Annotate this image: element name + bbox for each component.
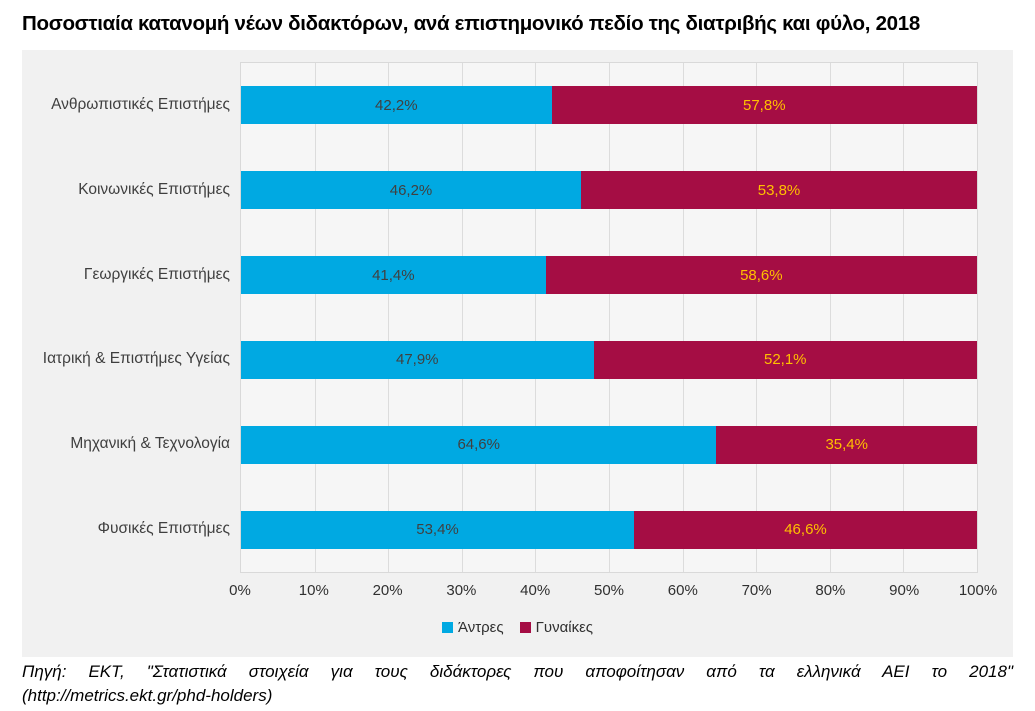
category-label: Κοινωνικές Επιστήμες (78, 180, 230, 198)
bar-segment-men: 41,4% (241, 256, 546, 295)
x-tick-label: 40% (520, 582, 551, 599)
category-label: Μηχανική & Τεχνολογία (70, 435, 230, 453)
bar-value-label: 46,6% (784, 521, 827, 539)
bar-row: 41,4% 58,6% (241, 256, 977, 295)
category-label: Γεωργικές Επιστήμες (83, 265, 230, 283)
bar-value-label: 47,9% (395, 351, 439, 369)
bar-segment-men: 46,2% (241, 171, 582, 210)
bar-value-label: 53,8% (757, 181, 801, 199)
legend-swatch-women (519, 622, 531, 633)
legend-item-men: Άντρες (441, 619, 504, 636)
gridline (388, 63, 390, 572)
bar-segment-women: 53,8% (581, 171, 977, 210)
bar-value-label: 35,4% (825, 436, 868, 454)
bar-value-label: 57,8% (743, 96, 786, 114)
bar-value-label: 42,2% (375, 96, 418, 114)
x-tick-label: 90% (889, 582, 920, 599)
plot-area: 42,2% 57,8% 46,2% 53,8% 41,4% 58,6% 47,9% 52,1%… (240, 62, 978, 573)
bar-segment-women: 52,1% (593, 340, 977, 379)
bar-value-label: 52,1% (763, 351, 807, 369)
bar-value-label: 41,4% (372, 266, 415, 284)
gridline (461, 63, 463, 572)
chart-title: Ποσοστιαία κατανομή νέων διδακτόρων, ανά… (22, 12, 920, 35)
x-axis: 0% 10% 20% 30% 40% 50% 60% 70% 80% 90% 100% (229, 582, 997, 602)
category-label: Ανθρωπιστικές Επιστήμες (51, 95, 230, 113)
legend-swatch-men (441, 622, 453, 633)
gridline (682, 63, 684, 572)
bar-row: 53,4% 46,6% (241, 510, 977, 549)
x-tick-label: 100% (958, 582, 998, 599)
source-note-url: (http://metrics.ekt.gr/phd-holders) (22, 686, 273, 705)
gridline (829, 63, 831, 572)
bar-segment-women: 57,8% (551, 86, 977, 125)
bar-row: 47,9% 52,1% (241, 340, 977, 379)
category-label: Φυσικές Επιστήμες (97, 520, 230, 538)
gridline (535, 63, 537, 572)
legend-label-men: Άντρες (457, 619, 504, 636)
legend-label-women: Γυναίκες (535, 619, 593, 636)
bar-segment-women: 46,6% (634, 510, 977, 549)
x-tick-label: 80% (815, 582, 846, 599)
x-tick-label: 0% (229, 582, 251, 599)
gridline (609, 63, 610, 572)
bar-segment-men: 47,9% (241, 340, 594, 379)
x-tick-label: 30% (446, 582, 477, 599)
bar-row: 64,6% 35,4% (241, 425, 977, 464)
bar-segment-women: 35,4% (716, 425, 977, 464)
source-note-line1: Πηγή: ΕΚΤ, "Στατιστικά στοιχεία για τους… (22, 662, 1013, 681)
bar-row: 46,2% 53,8% (241, 171, 977, 210)
x-tick-label: 70% (741, 582, 772, 599)
bar-value-label: 58,6% (740, 266, 783, 284)
gridline (903, 63, 905, 572)
x-tick-label: 60% (667, 582, 698, 599)
bar-value-label: 53,4% (416, 521, 459, 539)
bar-value-label: 64,6% (457, 436, 500, 454)
legend: Άντρες Γυναίκες (22, 619, 1013, 636)
category-label: Ιατρική & Επιστήμες Υγείας (42, 350, 230, 368)
legend-item-women: Γυναίκες (519, 619, 593, 636)
x-tick-label: 50% (593, 582, 625, 599)
bar-value-label: 46,2% (389, 181, 433, 199)
bar-segment-women: 58,6% (545, 256, 977, 295)
bar-segment-men: 64,6% (241, 425, 717, 464)
bar-segment-men: 42,2% (241, 86, 552, 125)
bar-row: 42,2% 57,8% (241, 86, 977, 125)
gridline (756, 63, 758, 572)
x-tick-label: 20% (372, 582, 403, 599)
chart-area: 42,2% 57,8% 46,2% 53,8% 41,4% 58,6% 47,9% 52,1%… (22, 50, 1013, 657)
source-note: Πηγή: ΕΚΤ, "Στατιστικά στοιχεία για τους… (22, 660, 1013, 708)
gridline (314, 63, 316, 572)
bar-segment-men: 53,4% (241, 510, 635, 549)
x-tick-label: 10% (298, 582, 329, 599)
